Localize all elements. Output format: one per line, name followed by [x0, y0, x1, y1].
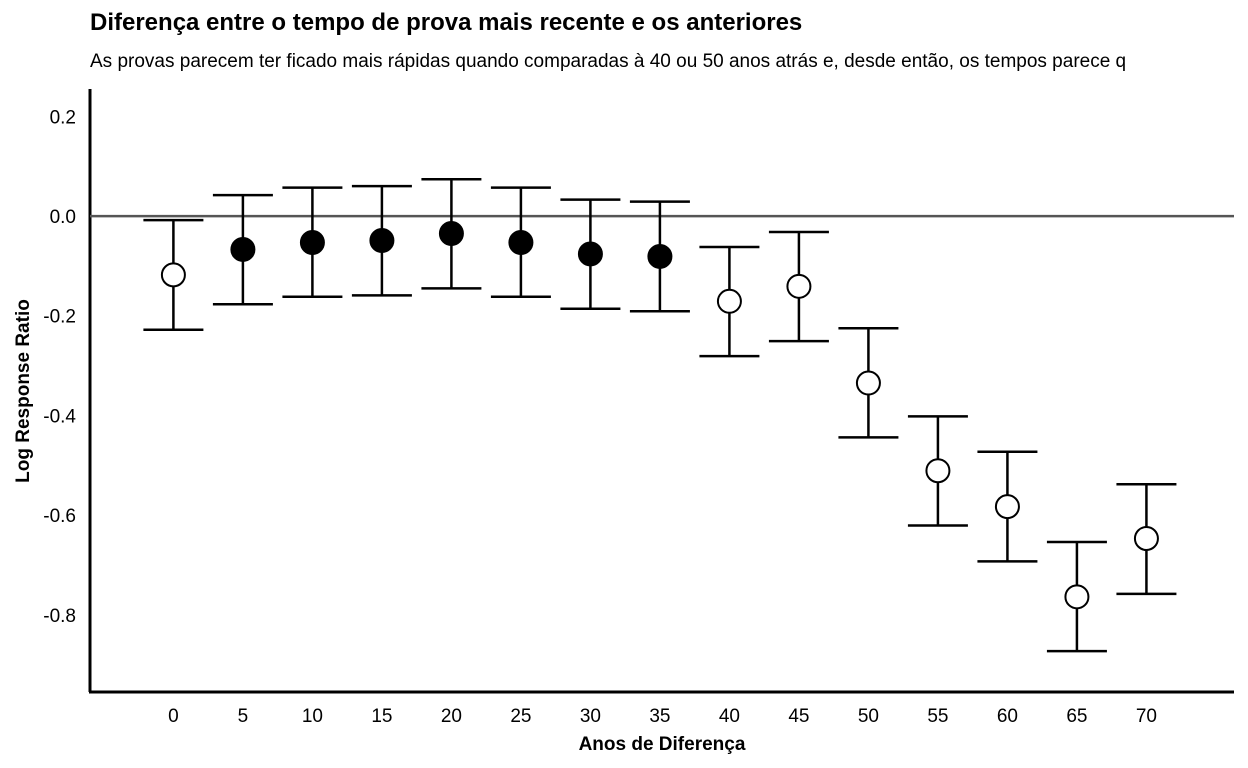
y-tick-labels: 0.2 0.0 -0.2 -0.4 -0.6 -0.8 — [43, 107, 76, 626]
filled-point — [299, 229, 325, 255]
y-tick-label: -0.4 — [43, 406, 76, 427]
x-tick-label: 50 — [858, 706, 879, 727]
x-tick-label: 40 — [719, 706, 740, 727]
x-tick-label: 45 — [788, 706, 809, 727]
y-tick-label: 0.0 — [50, 207, 76, 228]
filled-point — [230, 236, 256, 262]
x-tick-label: 30 — [580, 706, 601, 727]
x-tick-label: 70 — [1136, 706, 1157, 727]
open-point — [994, 494, 1020, 520]
open-point — [1133, 526, 1159, 552]
x-tick-label: 60 — [997, 706, 1018, 727]
y-tick-label: -0.6 — [43, 506, 76, 527]
x-tick-label: 55 — [927, 706, 948, 727]
open-point — [160, 262, 186, 288]
filled-point — [508, 229, 534, 255]
x-tick-label: 0 — [168, 706, 179, 727]
data-points — [160, 221, 1159, 610]
x-axis-title: Anos de Diferença — [579, 734, 746, 755]
x-tick-label: 35 — [649, 706, 670, 727]
open-point — [786, 273, 812, 299]
x-tick-label: 20 — [441, 706, 462, 727]
open-point — [716, 288, 742, 314]
x-tick-label: 25 — [510, 706, 531, 727]
chart-title: Diferença entre o tempo de prova mais re… — [90, 9, 803, 36]
filled-point — [577, 241, 603, 267]
y-tick-label: 0.2 — [50, 107, 76, 128]
y-axis-title: Log Response Ratio — [13, 299, 34, 483]
x-tick-label: 10 — [302, 706, 323, 727]
y-tick-label: -0.8 — [43, 606, 76, 627]
filled-point — [438, 221, 464, 247]
filled-point — [647, 243, 673, 269]
x-tick-label: 5 — [238, 706, 249, 727]
open-point — [1064, 584, 1090, 610]
x-tick-label: 15 — [371, 706, 392, 727]
y-tick-label: -0.2 — [43, 307, 76, 328]
x-tick-labels: 0 5 10 15 20 25 30 35 40 45 50 55 60 65 70 — [168, 706, 1157, 727]
x-tick-label: 65 — [1066, 706, 1087, 727]
open-point — [925, 458, 951, 484]
open-point — [855, 370, 881, 396]
chart-subtitle: As provas parecem ter ficado mais rápida… — [90, 51, 1127, 72]
filled-point — [369, 227, 395, 253]
